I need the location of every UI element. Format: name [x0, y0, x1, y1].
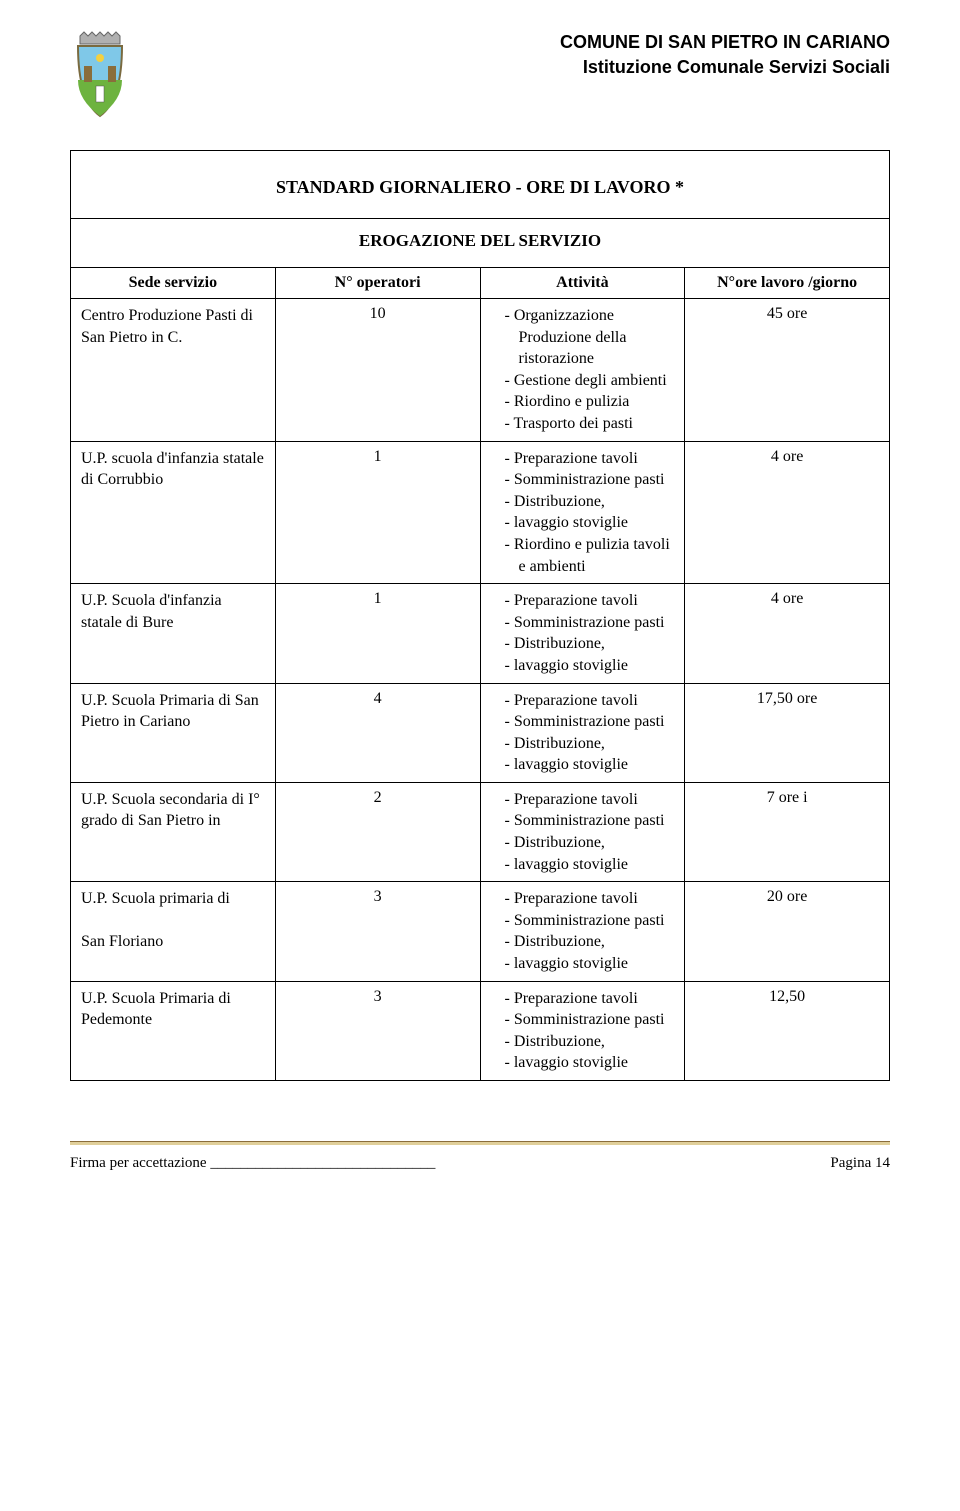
- activity-item: lavaggio stoviglie: [505, 512, 675, 534]
- activity-item: lavaggio stoviglie: [505, 953, 675, 975]
- cell-hours: 7 ore i: [685, 782, 890, 881]
- signature-line: Firma per accettazione _________________…: [70, 1155, 435, 1172]
- activity-item: Preparazione tavoli: [505, 789, 675, 811]
- cell-sede: Centro Produzione Pasti di San Pietro in…: [71, 299, 276, 442]
- cell-activities: Preparazione tavoliSomministrazione past…: [480, 683, 685, 782]
- cell-hours: 4 ore: [685, 441, 890, 584]
- cell-activities: Preparazione tavoliSomministrazione past…: [480, 981, 685, 1080]
- activity-item: Organizzazione Produzione della ristoraz…: [505, 305, 675, 370]
- activity-item: lavaggio stoviglie: [505, 754, 675, 776]
- page-footer: Firma per accettazione _________________…: [70, 1155, 890, 1172]
- table-title: STANDARD GIORNALIERO - ORE DI LAVORO *: [81, 177, 879, 198]
- activity-item: Somministrazione pasti: [505, 1009, 675, 1031]
- activity-item: Riordino e pulizia tavoli e ambienti: [505, 534, 675, 577]
- activity-item: Preparazione tavoli: [505, 448, 675, 470]
- cell-sede: U.P. Scuola primaria diSan Floriano: [71, 882, 276, 981]
- cell-activities: Preparazione tavoliSomministrazione past…: [480, 882, 685, 981]
- cell-hours: 17,50 ore: [685, 683, 890, 782]
- table-row: U.P. Scuola secondaria di I° grado di Sa…: [71, 782, 890, 881]
- activity-item: Somministrazione pasti: [505, 469, 675, 491]
- cell-hours: 20 ore: [685, 882, 890, 981]
- activity-item: Distribuzione,: [505, 491, 675, 513]
- cell-hours: 12,50: [685, 981, 890, 1080]
- activity-item: Somministrazione pasti: [505, 910, 675, 932]
- activity-item: Distribuzione,: [505, 633, 675, 655]
- activity-item: Distribuzione,: [505, 832, 675, 854]
- cell-sede: U.P. Scuola secondaria di I° grado di Sa…: [71, 782, 276, 881]
- activity-item: lavaggio stoviglie: [505, 655, 675, 677]
- col-header-ore: N°ore lavoro /giorno: [685, 268, 890, 299]
- cell-sede: U.P. scuola d'infanzia statale di Corrub…: [71, 441, 276, 584]
- col-header-att: Attività: [480, 268, 685, 299]
- activity-item: Preparazione tavoli: [505, 590, 675, 612]
- activity-item: Somministrazione pasti: [505, 612, 675, 634]
- cell-operators: 3: [275, 882, 480, 981]
- activity-item: Distribuzione,: [505, 733, 675, 755]
- cell-operators: 10: [275, 299, 480, 442]
- activity-item: Riordino e pulizia: [505, 391, 675, 413]
- header-text: COMUNE DI SAN PIETRO IN CARIANO Istituzi…: [130, 30, 890, 80]
- col-header-nop: N° operatori: [275, 268, 480, 299]
- cell-operators: 2: [275, 782, 480, 881]
- activity-item: lavaggio stoviglie: [505, 854, 675, 876]
- activity-item: Preparazione tavoli: [505, 988, 675, 1010]
- header-line-1: COMUNE DI SAN PIETRO IN CARIANO: [130, 30, 890, 55]
- activity-item: Distribuzione,: [505, 1031, 675, 1053]
- table-row: U.P. Scuola d'infanzia statale di Bure1P…: [71, 584, 890, 683]
- table-row: Centro Produzione Pasti di San Pietro in…: [71, 299, 890, 442]
- col-header-sede: Sede servizio: [71, 268, 276, 299]
- cell-hours: 4 ore: [685, 584, 890, 683]
- page-header: COMUNE DI SAN PIETRO IN CARIANO Istituzi…: [70, 30, 890, 120]
- standard-table: STANDARD GIORNALIERO - ORE DI LAVORO * E…: [70, 150, 890, 1081]
- activity-item: Somministrazione pasti: [505, 810, 675, 832]
- cell-sede: U.P. Scuola d'infanzia statale di Bure: [71, 584, 276, 683]
- cell-activities: Preparazione tavoliSomministrazione past…: [480, 782, 685, 881]
- table-row: U.P. scuola d'infanzia statale di Corrub…: [71, 441, 890, 584]
- cell-hours: 45 ore: [685, 299, 890, 442]
- header-line-2: Istituzione Comunale Servizi Sociali: [130, 55, 890, 80]
- table-row: U.P. Scuola Primaria di Pedemonte3Prepar…: [71, 981, 890, 1080]
- cell-operators: 1: [275, 441, 480, 584]
- cell-sede: U.P. Scuola Primaria di San Pietro in Ca…: [71, 683, 276, 782]
- table-row: U.P. Scuola Primaria di San Pietro in Ca…: [71, 683, 890, 782]
- table-row: U.P. Scuola primaria diSan Floriano3Prep…: [71, 882, 890, 981]
- cell-operators: 3: [275, 981, 480, 1080]
- activity-item: Gestione degli ambienti: [505, 370, 675, 392]
- cell-activities: Preparazione tavoliSomministrazione past…: [480, 441, 685, 584]
- table-subtitle: EROGAZIONE DEL SERVIZIO: [81, 225, 879, 261]
- activity-item: Distribuzione,: [505, 931, 675, 953]
- cell-sede: U.P. Scuola Primaria di Pedemonte: [71, 981, 276, 1080]
- activity-item: lavaggio stoviglie: [505, 1052, 675, 1074]
- cell-operators: 1: [275, 584, 480, 683]
- cell-activities: Preparazione tavoliSomministrazione past…: [480, 584, 685, 683]
- activity-item: Trasporto dei pasti: [505, 413, 675, 435]
- cell-activities: Organizzazione Produzione della ristoraz…: [480, 299, 685, 442]
- activity-item: Preparazione tavoli: [505, 888, 675, 910]
- table-header-row: Sede servizio N° operatori Attività N°or…: [71, 268, 890, 299]
- activity-item: Preparazione tavoli: [505, 690, 675, 712]
- municipal-crest-icon: [70, 30, 130, 120]
- page-number: Pagina 14: [830, 1155, 890, 1172]
- cell-operators: 4: [275, 683, 480, 782]
- activity-item: Somministrazione pasti: [505, 711, 675, 733]
